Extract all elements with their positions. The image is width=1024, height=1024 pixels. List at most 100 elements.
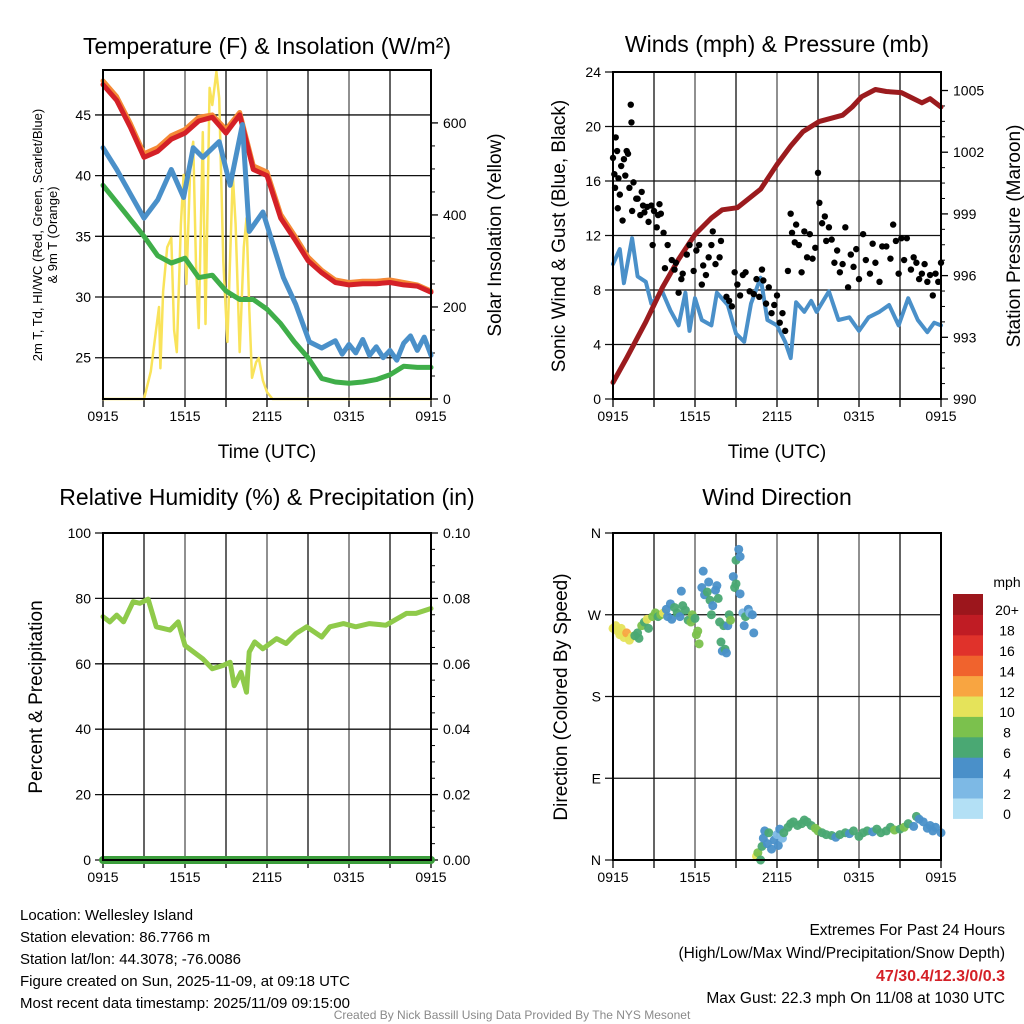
winds-right-tick-label: 1005 — [953, 83, 984, 99]
humidity-y-tick-label: 0 — [83, 852, 91, 868]
gust-point — [889, 221, 897, 228]
colorbar-label: 12 — [999, 684, 1015, 700]
gust-point — [828, 236, 835, 243]
temperature-x-tick-label: 1515 — [169, 408, 200, 424]
gust-point — [716, 254, 723, 261]
gust-point — [910, 254, 917, 261]
gust-point — [678, 275, 685, 283]
temperature-x-tick-label: 0315 — [333, 408, 364, 424]
gust-point — [750, 290, 757, 298]
relative-humidity-line — [100, 596, 434, 695]
gust-point — [862, 256, 870, 264]
gust-point — [895, 270, 902, 277]
direction-y-axis-label: Direction (Colored By Speed) — [551, 573, 572, 820]
wind-direction-point — [712, 581, 722, 591]
colorbar-title: mph — [993, 574, 1020, 590]
colorbar-swatch — [953, 675, 983, 697]
humidity-x-tick-label: 2115 — [252, 869, 282, 885]
gust-point — [671, 266, 678, 273]
winds-panel: 0 4 8 12 16 20 24 990 993 996 999 1002 1005 0915 1515 2… — [585, 64, 984, 424]
temperature-y-tick-label: 30 — [75, 289, 91, 305]
gust-point — [686, 241, 693, 249]
winds-x-tick-label: 0915 — [597, 408, 628, 424]
gust-point — [924, 278, 931, 286]
gust-point — [898, 235, 905, 242]
colorbar-label: 10 — [999, 704, 1015, 720]
gust-point — [818, 220, 826, 227]
wind-direction-point — [735, 552, 745, 562]
humidity-x-tick-label: 0315 — [333, 869, 364, 885]
gust-point — [627, 101, 634, 108]
wind-direction-point — [702, 587, 712, 597]
gust-point — [929, 292, 936, 299]
humidity-x-tick-label: 0915 — [415, 869, 446, 885]
gust-point — [615, 175, 622, 182]
direction-y-tick-label: N — [591, 852, 601, 868]
gust-point — [634, 195, 641, 202]
gust-point — [921, 260, 928, 268]
gust-point — [935, 278, 942, 286]
gust-point — [803, 254, 811, 261]
wind-direction-point — [749, 628, 759, 638]
wind-direction-point — [706, 610, 716, 620]
wind-direction-point — [716, 637, 726, 647]
gust-point — [787, 210, 794, 217]
direction-x-tick-label: 0915 — [597, 869, 628, 885]
extremes-legend: (High/Low/Max Wind/Precipitation/Snow De… — [679, 945, 1006, 962]
gust-point — [614, 205, 621, 212]
winds-right-tick-label: 1002 — [953, 144, 984, 160]
humidity-y-tick-label: 60 — [75, 656, 91, 672]
temperature-plot-frame — [102, 69, 432, 400]
gust-point — [760, 277, 767, 284]
gust-point — [823, 237, 830, 245]
gust-point — [887, 255, 894, 262]
gust-point — [831, 259, 838, 266]
gust-point — [656, 200, 663, 208]
colorbar-swatch — [953, 614, 983, 636]
winds-plot-frame — [612, 71, 942, 400]
wind-direction-point — [713, 593, 723, 603]
gust-point — [628, 119, 635, 126]
gust-point — [768, 309, 775, 317]
gust-point — [900, 256, 908, 264]
gust-point — [734, 281, 741, 288]
humidity-panel: 0 20 40 60 80 100 0.00 0.02 0.04 0.06 0.08 0.10 0915… — [68, 525, 471, 885]
temperature-x-tick-label: 0915 — [415, 408, 446, 424]
footer-elevation: Station elevation: 86.7766 m — [20, 929, 210, 946]
humidity-y-tick-label: 100 — [68, 525, 92, 541]
gust-point — [630, 179, 637, 186]
gust-point — [693, 247, 700, 254]
winds-x-axis-label: Time (UTC) — [728, 442, 827, 463]
wind-direction-point — [734, 544, 744, 554]
humidity-x-tick-label: 0915 — [87, 869, 118, 885]
gust-point — [660, 229, 667, 236]
winds-x-tick-label: 0915 — [925, 408, 956, 424]
credit-line: Created By Nick Bassill Using Data Provi… — [334, 1008, 691, 1022]
gust-point — [709, 228, 716, 235]
wind-direction-point — [931, 822, 941, 832]
colorbar-label: 18 — [999, 623, 1015, 639]
winds-x-tick-label: 2115 — [762, 408, 792, 424]
colorbar-swatch — [953, 757, 983, 779]
wind-direction-point — [708, 601, 718, 611]
gust-point — [657, 210, 665, 217]
gust-point — [645, 218, 652, 226]
temperature-x-tick-label: 0915 — [87, 408, 118, 424]
direction-plot-frame — [612, 532, 942, 861]
wind-direction-point — [698, 566, 708, 576]
colorbar-label: 4 — [1003, 765, 1011, 781]
gust-point — [700, 262, 707, 269]
gust-point — [903, 235, 911, 242]
gust-point — [620, 156, 628, 163]
gust-point — [844, 284, 852, 291]
gust-point — [619, 217, 626, 224]
gust-point — [907, 266, 915, 273]
colorbar-label: 2 — [1003, 786, 1011, 802]
gust-point — [622, 172, 629, 179]
gust-point — [742, 269, 749, 276]
gust-point — [728, 303, 736, 310]
footer-created: Figure created on Sun, 2025-11-09, at 09… — [20, 973, 350, 990]
gust-point — [664, 241, 671, 249]
hi-wc-line — [100, 122, 434, 363]
